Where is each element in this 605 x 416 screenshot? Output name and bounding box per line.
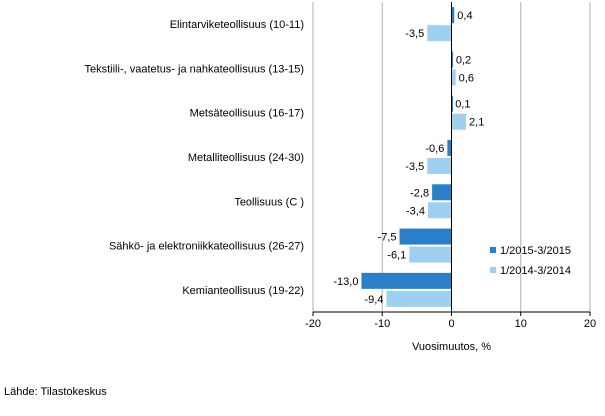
- x-tick-label: -10: [374, 318, 390, 330]
- legend: 1/2015-3/2015 1/2014-3/2014: [490, 245, 571, 277]
- bar: [447, 140, 452, 156]
- data-label: -13,0: [333, 276, 358, 288]
- bar: [427, 202, 452, 219]
- category-label: Sähkö- ja elektroniikkateollisuus (26-27…: [109, 241, 304, 253]
- bar: [451, 95, 453, 112]
- category-label: Kemianteollisuus (19-22): [182, 285, 304, 297]
- gridlines: [312, 2, 591, 312]
- bar: [432, 184, 452, 201]
- data-label: -3,4: [406, 205, 425, 217]
- data-label: 0,1: [455, 99, 470, 111]
- legend-swatch: [490, 247, 496, 253]
- x-tick-label: 0: [448, 318, 454, 330]
- data-label: -0,6: [425, 143, 444, 155]
- legend-label: 1/2015-3/2015: [500, 245, 571, 257]
- category-label: Metalliteollisuus (24-30): [188, 152, 304, 164]
- data-label: 2,1: [469, 117, 484, 129]
- x-tick-label: -20: [305, 318, 321, 330]
- data-label: -7,5: [378, 232, 397, 244]
- bar: [399, 228, 452, 245]
- category-label: Tekstiili-, vaatetus- ja nahkateollisuus…: [85, 63, 305, 75]
- bar: [361, 272, 452, 289]
- bar: [409, 246, 452, 263]
- data-label: 0,2: [456, 54, 471, 66]
- x-tick-label: 20: [584, 318, 596, 330]
- bar: [427, 158, 452, 174]
- category-label: Metsäteollisuus (16-17): [190, 108, 304, 120]
- x-tick-label: 10: [515, 318, 527, 330]
- bars: [361, 7, 467, 307]
- category-labels: Elintarviketeollisuus (10-11) Tekstiili-,…: [85, 19, 305, 297]
- legend-label: 1/2014-3/2014: [500, 265, 571, 277]
- data-label: -9,4: [364, 294, 383, 306]
- x-axis: -20 -10 0 10 20: [305, 2, 596, 330]
- data-label: -3,5: [405, 161, 424, 173]
- x-axis-title: Vuosimuutos, %: [412, 341, 491, 353]
- data-label: 0,4: [457, 10, 472, 22]
- data-label: -6,1: [387, 250, 406, 262]
- legend-swatch: [490, 267, 496, 273]
- category-label: Teollisuus (C ): [234, 196, 304, 208]
- data-label: -3,5: [405, 28, 424, 40]
- data-label: -2,8: [410, 187, 429, 199]
- bar: [451, 7, 455, 24]
- bar: [427, 25, 452, 42]
- category-label: Elintarviketeollisuus (10-11): [170, 19, 304, 31]
- source-note: Lähde: Tilastokeskus: [4, 386, 107, 398]
- bar: [451, 113, 467, 130]
- bar: [386, 290, 452, 307]
- data-label: 0,6: [459, 72, 474, 84]
- bar: [451, 69, 456, 86]
- bar: [451, 51, 453, 68]
- data-labels: 0,4-3,50,20,60,12,1-0,6-3,5-2,8-3,4-7,5-…: [333, 10, 484, 306]
